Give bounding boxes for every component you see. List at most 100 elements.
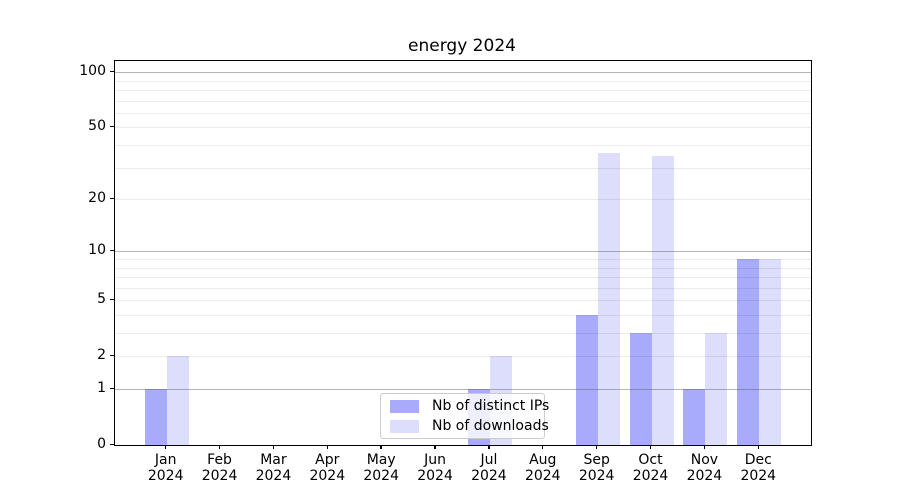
x-tick-label: Jun 2024: [395, 452, 475, 484]
legend-item: Nb of distinct IPs: [390, 398, 549, 414]
x-tick-mark: [595, 445, 598, 449]
y-tick-label: 0: [97, 436, 106, 452]
gridline-minor: [115, 145, 811, 146]
y-tick-mark: [110, 249, 114, 252]
bar-distinct-ips: [683, 389, 706, 445]
bar-distinct-ips: [629, 333, 652, 445]
x-tick-label-month: Jan: [154, 452, 177, 468]
x-tick-label-month: Mar: [260, 452, 287, 468]
y-tick-mark: [110, 125, 114, 128]
y-tick-label: 1: [97, 380, 106, 396]
bar-downloads: [166, 356, 189, 445]
x-tick-mark: [649, 445, 652, 449]
chart-title: energy 2024: [408, 36, 516, 56]
gridline-minor: [115, 127, 811, 129]
y-tick-mark: [110, 298, 114, 301]
x-tick-label-month: Sep: [583, 452, 610, 468]
y-tick-label: 5: [97, 291, 106, 308]
legend-swatch-downloads: [390, 419, 419, 433]
y-tick-mark: [110, 354, 114, 357]
x-tick-label-year: 2024: [417, 468, 453, 484]
gridline-minor: [115, 167, 811, 169]
x-tick-mark: [272, 445, 275, 449]
gridline-major: [115, 251, 811, 253]
x-tick-label-month: Apr: [315, 452, 340, 468]
gridline-minor: [115, 300, 811, 302]
y-tick-mark: [110, 197, 114, 199]
x-tick-label-month: Dec: [744, 452, 772, 468]
x-tick-label-month: Feb: [207, 452, 232, 468]
x-tick-label-month: Jul: [480, 452, 498, 468]
x-tick-mark: [757, 445, 759, 449]
bar-downloads: [651, 155, 674, 445]
x-tick-mark: [703, 445, 706, 449]
bar-distinct-ips: [575, 314, 598, 445]
x-tick-label: Jan 2024: [126, 452, 206, 484]
y-tick-label: 10: [88, 242, 106, 259]
y-tick-label: 2: [97, 347, 106, 364]
x-tick-mark: [326, 445, 328, 449]
x-tick-label: Mar 2024: [233, 452, 313, 484]
x-tick-label: Nov 2024: [664, 452, 744, 484]
x-tick-mark: [542, 445, 544, 449]
x-tick-label-year: 2024: [201, 468, 238, 484]
bar-downloads: [597, 153, 620, 445]
x-tick-label: Jul 2024: [449, 452, 529, 484]
x-tick-label-month: May: [366, 452, 396, 468]
x-tick-label-year: 2024: [363, 468, 399, 484]
x-tick-label-year: 2024: [471, 468, 507, 484]
x-tick-label-year: 2024: [578, 468, 615, 484]
x-tick-label-month: Jun: [424, 452, 446, 468]
y-tick-mark: [110, 443, 114, 445]
x-tick-mark: [434, 445, 436, 449]
x-tick-label-year: 2024: [632, 468, 669, 484]
x-tick-label-year: 2024: [686, 468, 723, 484]
legend-label: Nb of downloads: [432, 417, 549, 434]
x-tick-label-year: 2024: [255, 468, 292, 484]
legend-swatch-distinct-ips: [390, 399, 419, 413]
x-tick-label: Feb 2024: [180, 452, 260, 484]
gridline-minor: [115, 277, 811, 279]
x-tick-label-year: 2024: [309, 468, 346, 484]
bar-downloads: [759, 258, 782, 445]
bar-downloads: [705, 333, 728, 445]
y-tick-mark: [110, 70, 114, 73]
gridline-minor: [115, 80, 811, 82]
x-tick-mark: [218, 445, 221, 449]
x-tick-mark: [165, 445, 167, 449]
plot-area: Nb of distinct IPs Nb of downloads: [114, 60, 812, 446]
gridline-minor: [115, 199, 811, 201]
x-tick-label: Dec 2024: [718, 452, 798, 484]
legend-item: Nb of downloads: [390, 418, 549, 434]
x-tick-label: Apr 2024: [287, 452, 367, 484]
x-tick-label: Oct 2024: [611, 452, 691, 484]
x-tick-label-year: 2024: [524, 468, 561, 484]
gridline-minor: [115, 333, 811, 334]
y-tick-label: 20: [88, 190, 106, 207]
gridline-minor: [115, 267, 811, 269]
x-tick-mark: [488, 445, 490, 449]
gridline-minor: [115, 100, 811, 102]
bar-distinct-ips: [737, 258, 760, 445]
legend: Nb of distinct IPs Nb of downloads: [380, 393, 549, 439]
gridline-minor: [115, 90, 811, 91]
gridline-minor: [115, 112, 811, 114]
gridline-minor: [115, 258, 811, 260]
bar-distinct-ips: [144, 389, 167, 445]
x-tick-label-month: Nov: [690, 452, 719, 468]
gridline-major: [115, 389, 811, 390]
x-tick-mark: [380, 445, 382, 449]
x-tick-label: Aug 2024: [503, 452, 583, 484]
y-tick-label: 100: [79, 63, 106, 80]
x-tick-label-year: 2024: [740, 468, 777, 484]
legend-label: Nb of distinct IPs: [432, 397, 550, 414]
x-tick-label-year: 2024: [147, 468, 184, 484]
gridline-minor: [115, 356, 811, 358]
x-tick-label: Sep 2024: [557, 452, 637, 484]
gridline-major: [115, 72, 811, 74]
x-tick-label-month: Oct: [638, 452, 663, 468]
x-tick-label-month: Aug: [529, 452, 557, 468]
x-tick-label: May 2024: [341, 452, 421, 484]
gridline-minor: [115, 314, 811, 316]
